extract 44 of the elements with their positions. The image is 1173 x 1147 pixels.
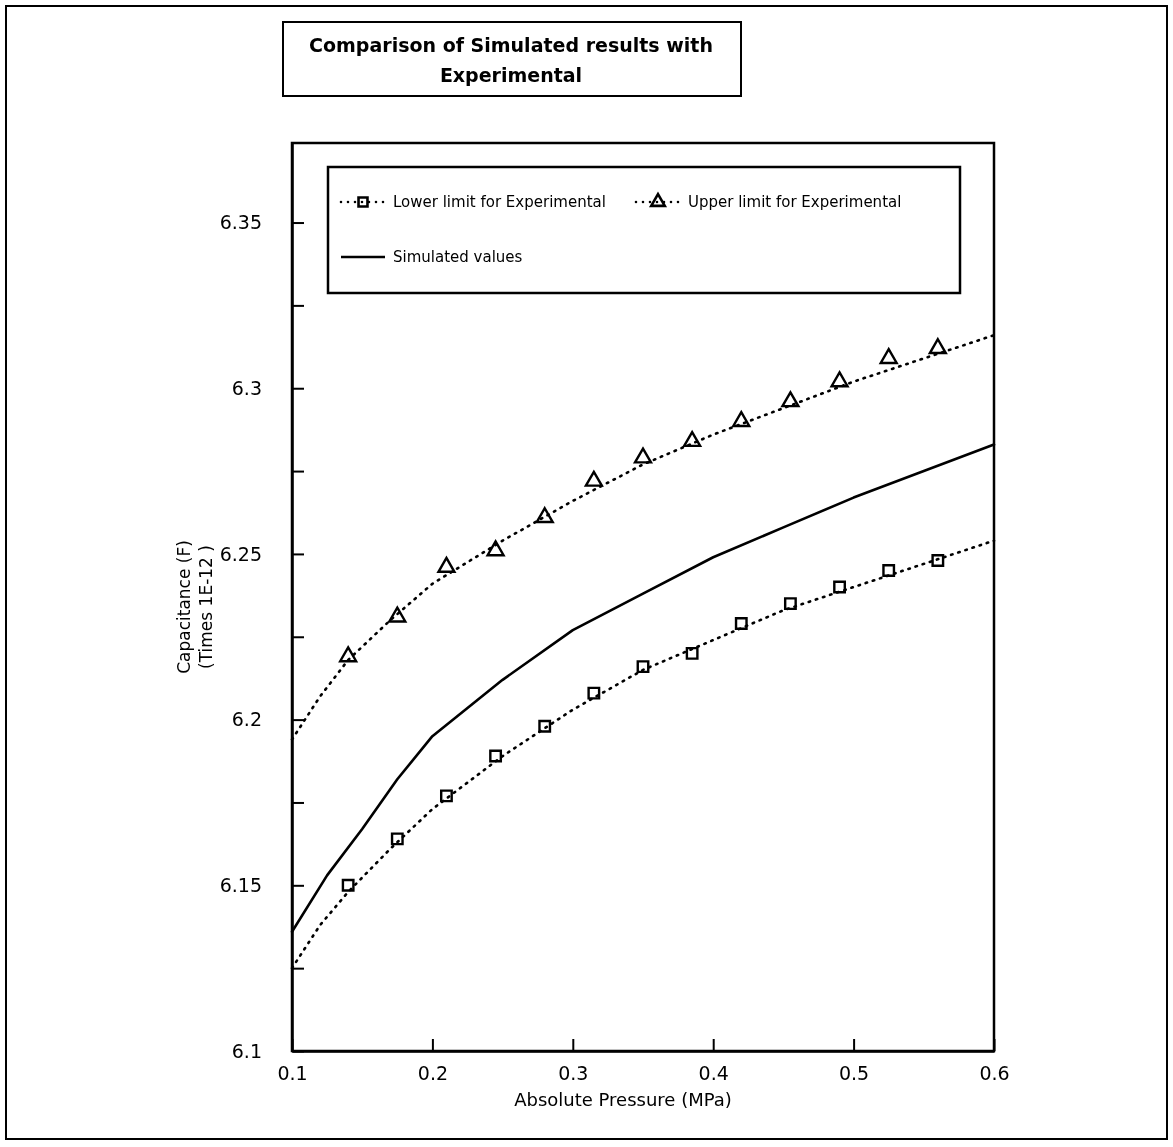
x-tick-label: 0.1 xyxy=(277,1062,308,1085)
y-tick-label: 6.1 xyxy=(231,1039,262,1062)
y-tick-label: 6.2 xyxy=(231,708,262,731)
x-tick-label: 0.3 xyxy=(558,1062,589,1085)
y-axis-title: Capacitance (F) (Times 1E-12 ) xyxy=(174,540,216,674)
x-tick-label: 0.6 xyxy=(979,1062,1010,1085)
legend-label: Simulated values xyxy=(393,248,523,266)
point xyxy=(633,447,653,464)
x-tick-label: 0.4 xyxy=(698,1062,729,1085)
point xyxy=(584,470,604,487)
x-axis-title: Absolute Pressure (MPa) xyxy=(514,1089,732,1110)
legend-label: Lower limit for Experimental xyxy=(393,193,606,211)
x-tick-label: 0.5 xyxy=(838,1062,870,1085)
point xyxy=(538,719,552,733)
point xyxy=(734,617,748,630)
point xyxy=(781,391,800,408)
point xyxy=(879,348,898,365)
point xyxy=(931,554,945,567)
y-tick-label: 6.35 xyxy=(219,211,262,234)
point xyxy=(682,430,702,448)
y-tick-label: 6.25 xyxy=(219,542,262,565)
point xyxy=(535,507,554,524)
point xyxy=(440,789,453,803)
x-tick-label: 0.2 xyxy=(417,1062,449,1085)
point xyxy=(437,556,456,573)
point xyxy=(390,832,404,846)
point xyxy=(833,580,846,594)
y-tick-label: 6.15 xyxy=(219,873,262,896)
point xyxy=(636,660,650,674)
point xyxy=(685,646,699,660)
point xyxy=(732,410,751,428)
point xyxy=(587,686,601,700)
point xyxy=(486,540,505,557)
point xyxy=(928,338,948,355)
point xyxy=(338,646,358,663)
legend-label: Upper limit for Experimental xyxy=(688,193,902,211)
point xyxy=(882,564,896,577)
point xyxy=(489,749,503,763)
point xyxy=(388,606,407,623)
y-tick-label: 6.3 xyxy=(231,376,262,399)
point xyxy=(341,878,355,892)
point xyxy=(830,371,849,388)
chart-title: Comparison of Simulated results with Experimental xyxy=(309,34,713,86)
point xyxy=(783,597,797,611)
